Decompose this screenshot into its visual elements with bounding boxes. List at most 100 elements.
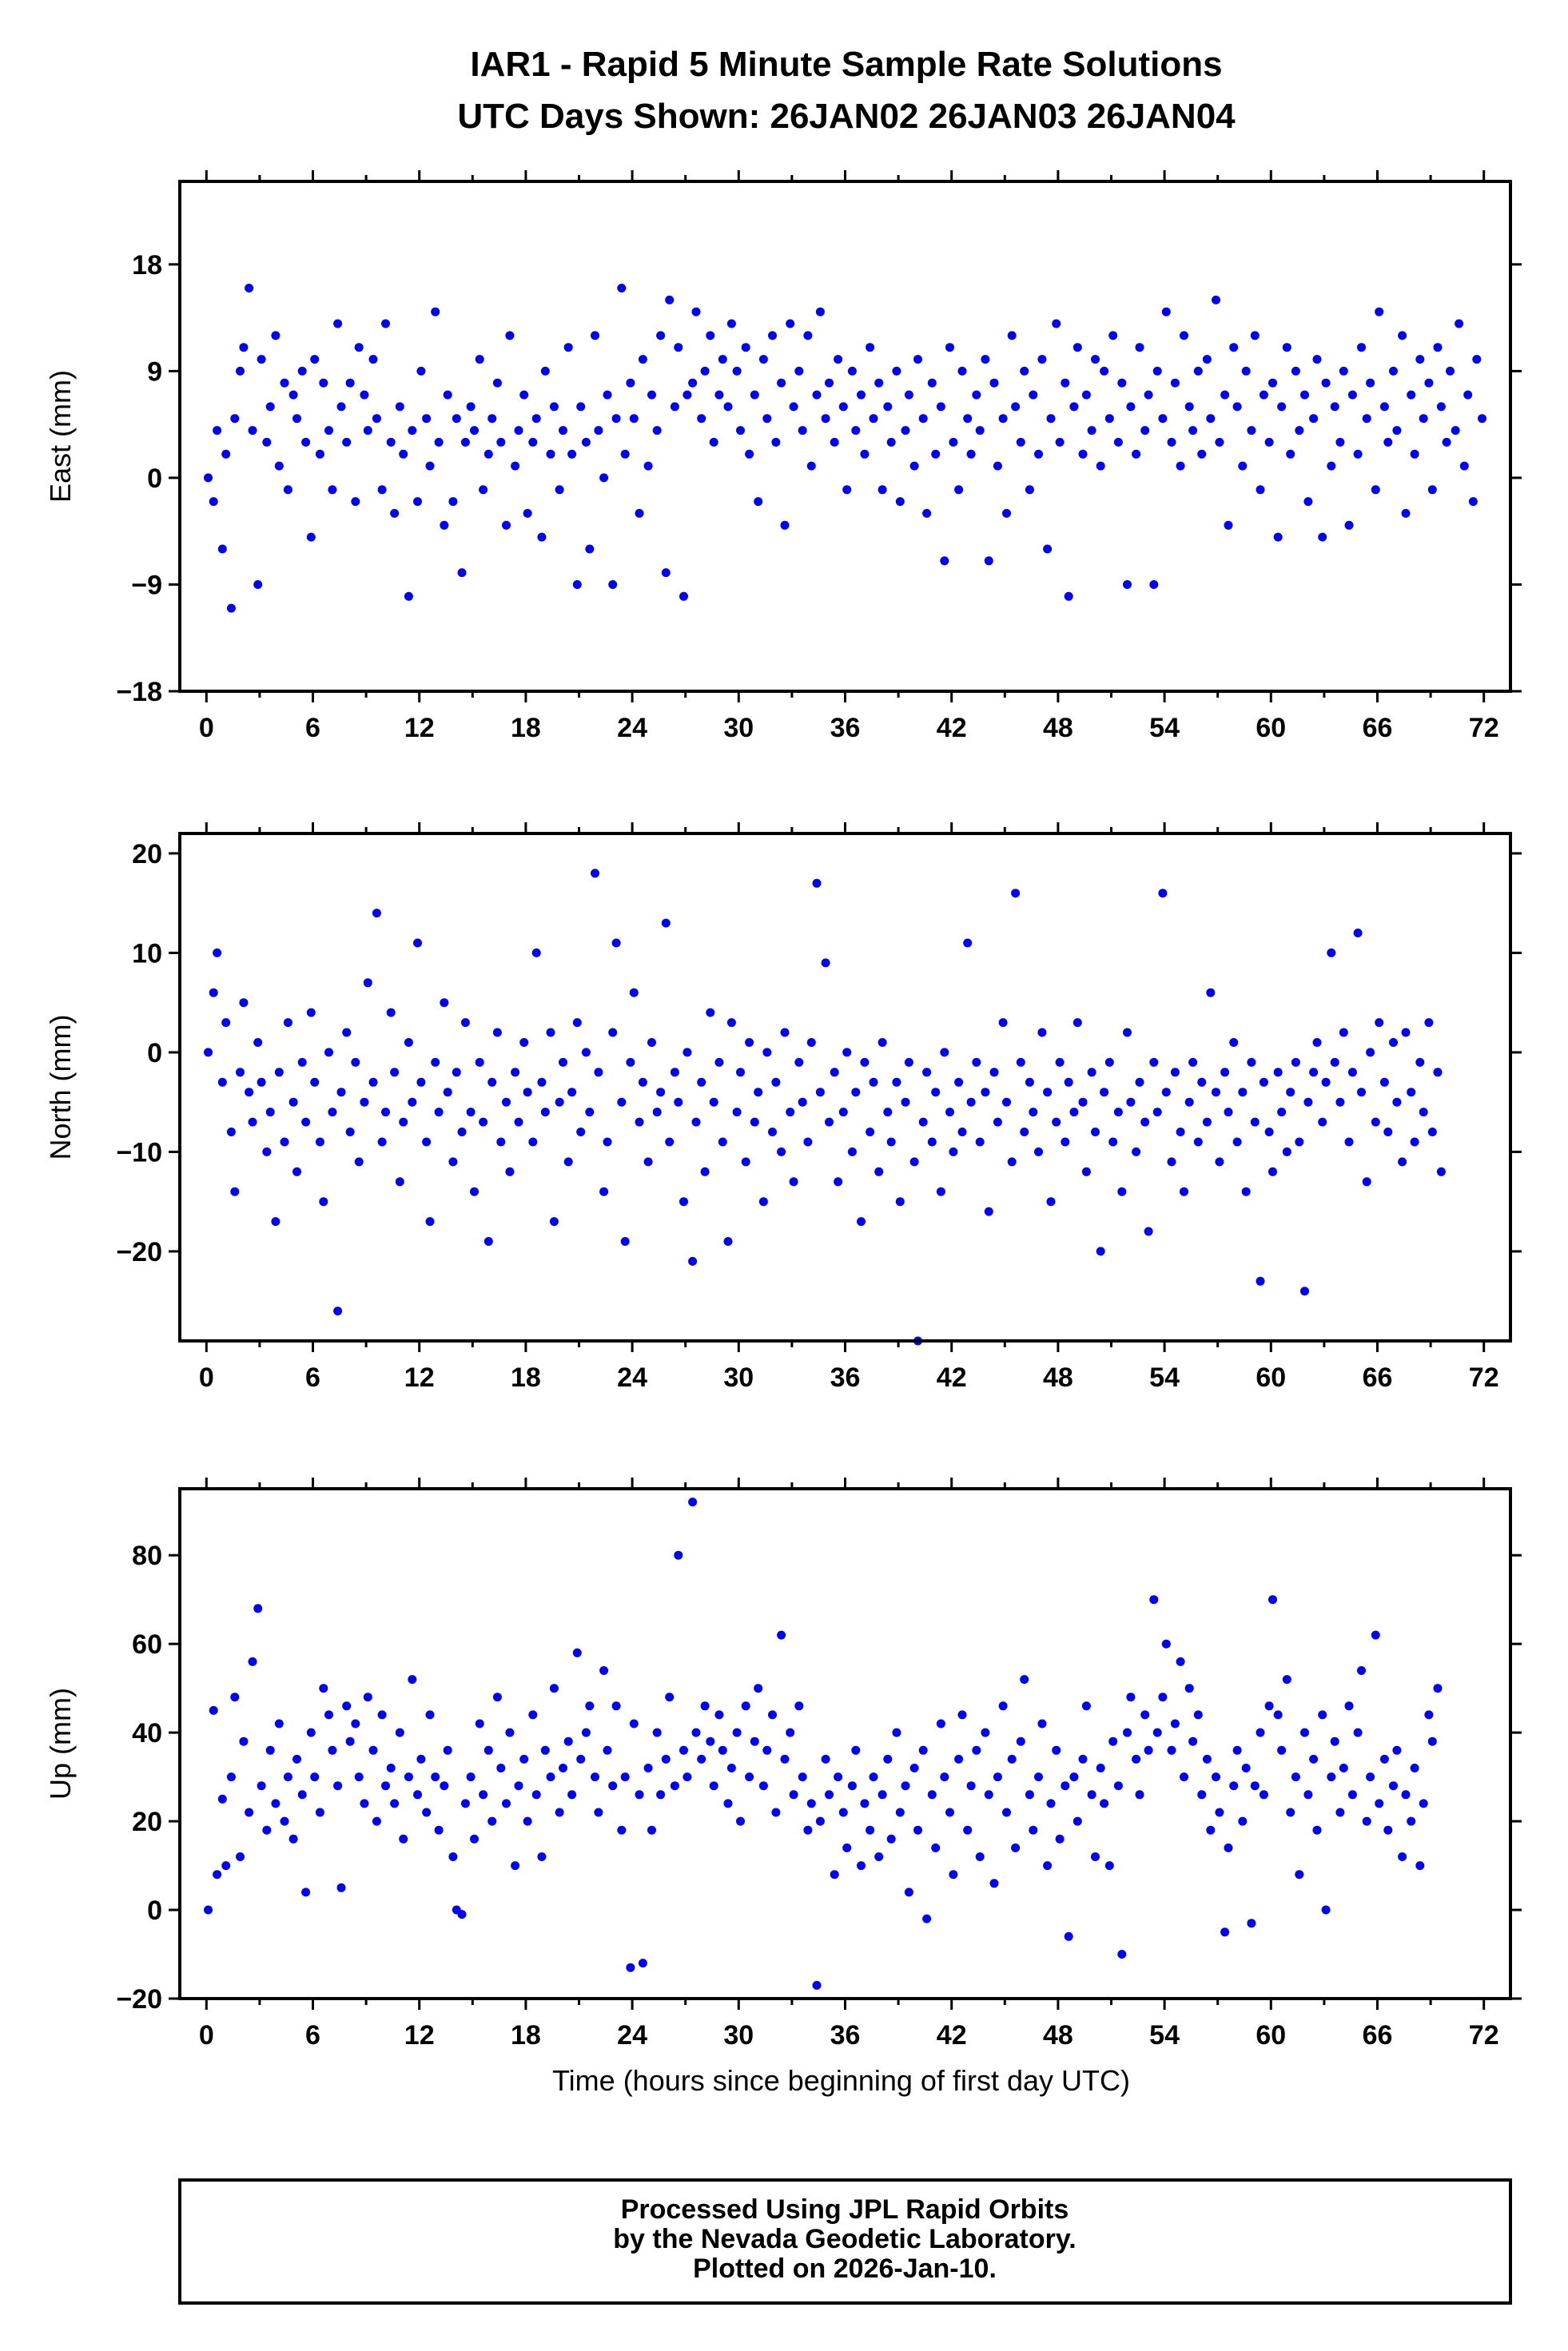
up-point — [1224, 1843, 1233, 1852]
north-point — [431, 1057, 440, 1067]
up-point — [821, 1754, 830, 1764]
up-x-tick-label: 60 — [1256, 2020, 1286, 2051]
north-point — [1362, 1177, 1371, 1187]
north-point — [408, 1097, 417, 1107]
north-x-tick-label: 66 — [1363, 1362, 1393, 1393]
up-point — [904, 1888, 913, 1897]
east-x-tick-label: 72 — [1469, 713, 1499, 743]
east-point — [972, 390, 981, 400]
east-point — [1327, 461, 1336, 471]
up-point — [336, 1883, 346, 1892]
east-point — [1215, 437, 1224, 447]
up-point — [1247, 1919, 1256, 1928]
east-point — [736, 426, 745, 436]
east-point — [1011, 402, 1021, 412]
north-point — [1193, 1137, 1203, 1147]
north-point — [1188, 1057, 1198, 1067]
north-point — [576, 1128, 586, 1136]
east-point — [1100, 366, 1109, 376]
north-point — [1229, 1038, 1239, 1047]
east-point — [537, 532, 547, 542]
north-point — [328, 1108, 337, 1117]
east-point — [670, 402, 679, 412]
north-point — [351, 1057, 360, 1067]
east-point — [1424, 378, 1434, 388]
east-point — [709, 437, 718, 447]
north-point — [368, 1077, 378, 1087]
east-point — [771, 437, 781, 447]
north-point — [1096, 1247, 1105, 1256]
east-point — [230, 414, 240, 424]
east-point — [479, 485, 488, 495]
east-point — [1158, 414, 1168, 424]
north-point — [700, 1167, 710, 1176]
north-point — [452, 1068, 461, 1077]
up-point — [354, 1772, 364, 1782]
east-point — [674, 343, 683, 352]
up-point — [576, 1754, 586, 1764]
north-point — [599, 1187, 609, 1196]
up-point — [230, 1693, 240, 1702]
east-y-tick-label: 0 — [147, 463, 162, 494]
up-point — [1383, 1825, 1393, 1835]
north-point — [1282, 1147, 1291, 1156]
east-point — [741, 343, 750, 352]
up-point — [425, 1710, 435, 1720]
north-point — [674, 1097, 683, 1107]
east-point — [620, 449, 630, 459]
north-point — [665, 1137, 675, 1147]
north-point — [336, 1088, 346, 1097]
north-point — [998, 1018, 1008, 1028]
up-point — [931, 1843, 941, 1852]
up-point — [1339, 1764, 1348, 1772]
east-point — [511, 461, 520, 471]
up-point — [253, 1604, 263, 1613]
east-point — [372, 414, 381, 424]
east-point — [1043, 544, 1053, 554]
north-point — [1144, 1227, 1153, 1236]
up-point — [794, 1701, 804, 1711]
up-point — [972, 1745, 981, 1755]
east-point — [585, 544, 595, 554]
up-point — [239, 1736, 249, 1746]
up-point — [674, 1550, 683, 1560]
north-point — [1007, 1157, 1017, 1167]
east-point — [368, 355, 378, 364]
east-point — [1126, 402, 1136, 412]
east-point — [1375, 307, 1384, 316]
up-point — [1188, 1736, 1198, 1746]
east-point — [1176, 461, 1185, 471]
east-point — [289, 390, 298, 400]
up-point — [1007, 1754, 1017, 1764]
up-point — [1140, 1710, 1150, 1720]
up-point — [688, 1498, 698, 1507]
north-point — [492, 1028, 502, 1037]
up-point — [754, 1684, 763, 1693]
east-point — [328, 485, 337, 495]
up-point — [475, 1719, 484, 1728]
up-x-tick-label: 12 — [404, 2020, 435, 2051]
north-point — [1043, 1088, 1053, 1097]
north-point — [966, 1097, 976, 1107]
footer-box: Processed Using JPL Rapid Orbits by the … — [178, 2178, 1512, 2305]
east-point — [851, 426, 861, 436]
north-point — [1135, 1077, 1144, 1087]
north-x-tick-label: 36 — [830, 1362, 861, 1393]
north-point — [324, 1048, 333, 1057]
up-point — [1419, 1799, 1428, 1808]
up-point — [1256, 1728, 1265, 1737]
east-point — [1025, 485, 1034, 495]
east-point — [869, 414, 878, 424]
north-point — [1247, 1057, 1256, 1067]
up-point — [537, 1852, 547, 1861]
north-point — [1312, 1038, 1322, 1047]
east-point — [777, 378, 786, 388]
north-point — [1123, 1028, 1132, 1037]
north-point — [878, 1038, 887, 1047]
north-point — [1184, 1097, 1194, 1107]
north-point — [1167, 1157, 1176, 1167]
north-point — [591, 869, 599, 878]
east-point — [425, 461, 435, 471]
up-x-tick-label: 0 — [199, 2020, 214, 2051]
up-point — [1193, 1710, 1203, 1720]
